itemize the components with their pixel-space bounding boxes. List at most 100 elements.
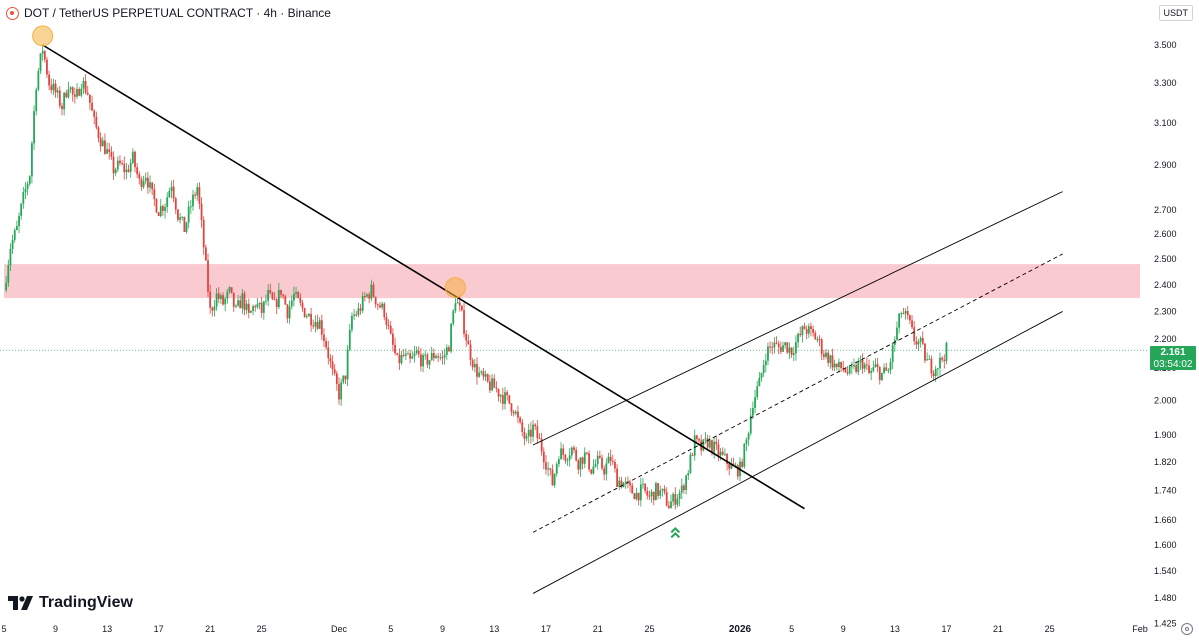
candle-up: [532, 424, 534, 437]
candle-down: [831, 355, 834, 368]
candle-up: [514, 411, 517, 414]
candle-up: [857, 362, 860, 372]
candle-up: [22, 192, 25, 204]
candle-up: [131, 151, 134, 163]
candle-down: [911, 320, 913, 328]
candle-down: [577, 460, 580, 470]
double-up-arrow-icon: [670, 526, 681, 539]
candle-up: [63, 92, 66, 110]
candle-down: [140, 178, 143, 187]
candle-up: [934, 369, 937, 377]
candle-up: [795, 342, 797, 354]
candle-up: [762, 365, 765, 373]
candle-down: [476, 363, 478, 377]
candle-down: [273, 299, 276, 301]
candle-up: [189, 206, 192, 208]
candle-up: [241, 293, 244, 309]
candle-down: [818, 339, 821, 341]
candle-up: [764, 360, 767, 366]
candle-down: [674, 493, 677, 505]
x-tick-label: 13: [489, 624, 499, 634]
candle-up: [450, 323, 453, 352]
candle-down: [232, 292, 235, 307]
candle-down: [99, 138, 102, 147]
candle-down: [157, 212, 160, 217]
x-tick-label: 17: [541, 624, 551, 634]
candle-down: [609, 456, 612, 461]
candle-down: [769, 346, 772, 348]
x-tick-label: 21: [205, 624, 215, 634]
candle-down: [297, 292, 300, 299]
candle-up: [407, 353, 409, 355]
candle-down: [247, 303, 250, 313]
candle-up: [553, 473, 556, 486]
candle-up: [547, 468, 550, 470]
candle-down: [280, 289, 282, 295]
candle-up: [52, 83, 55, 91]
tradingview-logo[interactable]: TradingView: [8, 594, 133, 612]
candle-down: [379, 305, 381, 308]
candle-down: [698, 438, 700, 441]
candle-up: [650, 491, 653, 497]
candle-down: [110, 152, 113, 157]
x-tick-label: 17: [941, 624, 951, 634]
candle-down: [786, 342, 789, 353]
candle-up: [258, 302, 261, 305]
candle-down: [846, 372, 849, 374]
candle-up: [853, 365, 855, 367]
candle-up: [366, 294, 368, 297]
x-tick-label: 9: [440, 624, 445, 634]
candle-down: [941, 357, 944, 360]
candle-down: [299, 298, 302, 303]
candle-up: [454, 303, 457, 311]
candle-down: [204, 247, 207, 261]
candle-up: [82, 81, 85, 89]
candle-up: [708, 440, 711, 448]
candle-down: [598, 455, 601, 458]
candle-up: [478, 372, 481, 377]
candle-down: [771, 347, 774, 349]
candle-down: [521, 422, 524, 432]
candle-up: [756, 386, 759, 398]
candle-down: [549, 468, 552, 470]
candle-down: [363, 296, 366, 298]
candle-up: [773, 342, 776, 348]
candle-down: [885, 367, 888, 371]
candle-up: [747, 433, 750, 440]
chart-title[interactable]: DOT / TetherUS PERPETUAL CONTRACT · 4h ·…: [24, 6, 331, 20]
candle-down: [840, 361, 842, 369]
candle-up: [213, 306, 216, 311]
currency-unit-button[interactable]: USDT: [1158, 5, 1193, 21]
candle-down: [172, 186, 175, 199]
candle-down: [902, 313, 905, 315]
candle-up: [28, 176, 31, 184]
candle-up: [428, 360, 431, 365]
candle-down: [368, 294, 371, 299]
candle-up: [863, 364, 866, 369]
candle-down: [460, 305, 463, 311]
candle-down: [200, 203, 203, 221]
candle-down: [146, 177, 149, 188]
candle-down: [805, 329, 808, 334]
candle-down: [467, 340, 470, 345]
candle-down: [211, 307, 214, 311]
tradingview-logo-text: TradingView: [39, 594, 133, 611]
x-tick-label: Dec: [331, 624, 348, 634]
candle-down: [536, 426, 539, 439]
candle-down: [741, 461, 744, 467]
y-tick-label: 1.480: [1154, 593, 1177, 603]
candle-up: [445, 347, 448, 355]
candle-down: [790, 347, 793, 355]
candle-up: [807, 326, 810, 334]
candle-down: [398, 354, 401, 364]
settings-gear-icon[interactable]: [1181, 623, 1193, 635]
candle-down: [844, 368, 847, 373]
channel-lower-line: [532, 311, 1063, 594]
candle-down: [134, 151, 136, 168]
candle-up: [413, 353, 416, 357]
candle-up: [889, 362, 892, 371]
candle-up: [164, 206, 166, 211]
candle-down: [827, 352, 830, 363]
candle-up: [69, 87, 72, 90]
